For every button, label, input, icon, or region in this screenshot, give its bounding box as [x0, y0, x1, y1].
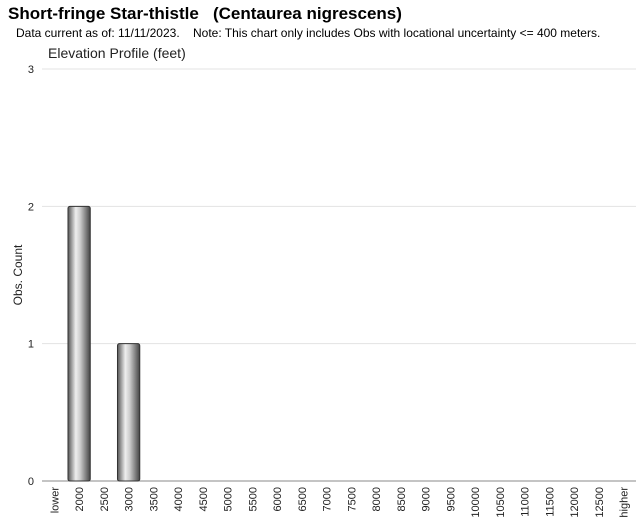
x-tick-label: 3000 [124, 487, 136, 511]
chart-title: Elevation Profile (feet) [48, 45, 186, 61]
bar [116, 343, 141, 482]
y-tick-label: 2 [28, 201, 34, 213]
x-tick-label: 2000 [74, 487, 86, 511]
x-tick-label: 9000 [421, 487, 433, 511]
x-tick-label: 6000 [272, 487, 284, 511]
x-tick-label: higher [619, 487, 631, 518]
x-tick-label: lower [49, 487, 61, 514]
x-tick-label: 5500 [247, 487, 259, 511]
page-subtitle: Data current as of: 11/11/2023. Note: Th… [16, 26, 601, 40]
x-tick-label: 5000 [223, 487, 235, 511]
x-tick-label: 4000 [173, 487, 185, 511]
x-tick-label: 12500 [594, 487, 606, 518]
x-tick-label: 10500 [495, 487, 507, 518]
x-tick-label: 4500 [198, 487, 210, 511]
x-tick-label: 7000 [322, 487, 334, 511]
x-tick-label: 10000 [470, 487, 482, 518]
x-tick-label: 7500 [346, 487, 358, 511]
y-axis-label: Obs. Count [11, 244, 25, 305]
y-tick-label: 0 [28, 476, 34, 488]
x-tick-label: 11500 [544, 487, 556, 517]
x-tick-label: 12000 [569, 487, 581, 518]
bar [67, 205, 91, 482]
x-tick-label: 11000 [520, 487, 532, 517]
y-tick-label: 1 [28, 339, 34, 351]
x-tick-label: 2500 [99, 487, 111, 511]
x-tick-label: 6500 [297, 487, 309, 511]
x-tick-label: 9500 [445, 487, 457, 511]
x-tick-label: 8500 [396, 487, 408, 511]
x-tick-label: 3500 [148, 487, 160, 511]
y-tick-label: 3 [28, 64, 34, 76]
x-tick-label: 8000 [371, 487, 383, 511]
page-title: Short-fringe Star-thistle (Centaurea nig… [8, 4, 402, 23]
